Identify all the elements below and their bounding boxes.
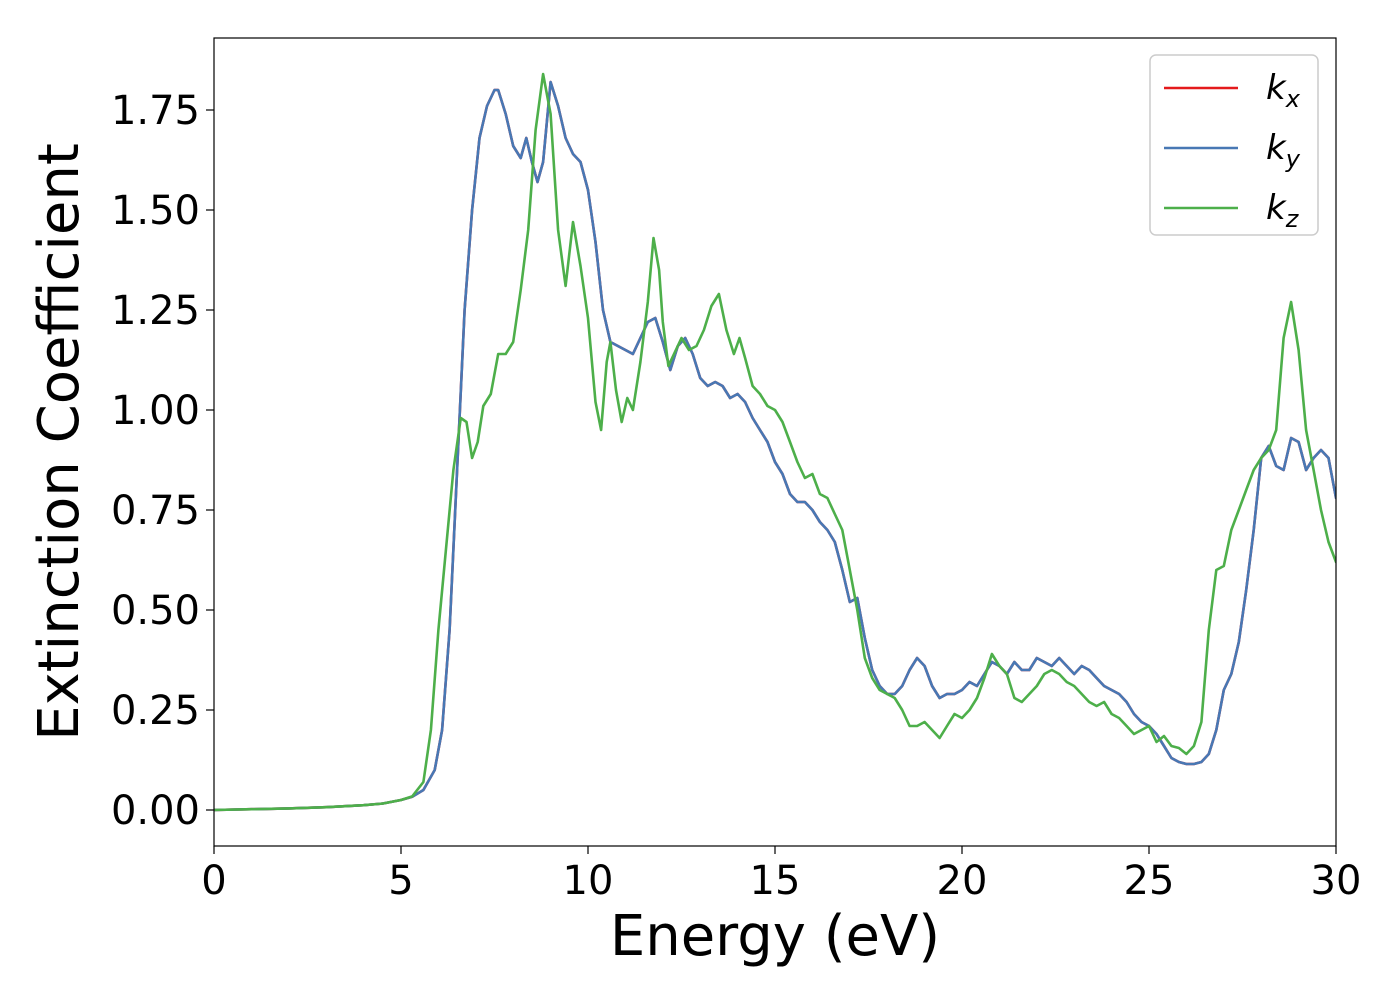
legend-label-base: k bbox=[1266, 188, 1287, 228]
x-tick-label: 10 bbox=[563, 858, 614, 904]
legend-label-subscript: z bbox=[1285, 205, 1300, 233]
series-line-z bbox=[214, 72, 1336, 812]
legend-label-y: ky bbox=[1266, 128, 1301, 173]
x-tick-label: 20 bbox=[937, 858, 988, 904]
y-tick-label: 1.75 bbox=[111, 88, 200, 134]
legend-label-base: k bbox=[1266, 68, 1287, 108]
y-axis: 0.00 0.25 0.50 0.75 1.00 1.25 1.50 1.75 bbox=[111, 88, 214, 834]
plot-background bbox=[214, 38, 1336, 846]
x-axis: 0 5 10 15 20 25 30 bbox=[201, 846, 1361, 904]
x-tick-label: 25 bbox=[1124, 858, 1175, 904]
y-tick-label: 1.00 bbox=[111, 388, 200, 434]
y-tick-label: 0.25 bbox=[111, 688, 200, 734]
y-tick-label: 0.50 bbox=[111, 588, 200, 634]
y-tick-label: 1.50 bbox=[111, 188, 200, 234]
x-axis-title: Energy (eV) bbox=[610, 904, 940, 969]
y-tick-label: 0.75 bbox=[111, 488, 200, 534]
legend-box bbox=[1149, 54, 1319, 236]
x-tick-label: 0 bbox=[201, 858, 226, 904]
legend-label-x: kx bbox=[1266, 68, 1301, 113]
legend-label-base: k bbox=[1266, 128, 1287, 168]
y-axis-title: Extinction Coefficient bbox=[27, 143, 92, 741]
series-line-y bbox=[214, 80, 1336, 812]
legend-label-z: kz bbox=[1266, 188, 1300, 233]
y-tick-label: 1.25 bbox=[111, 288, 200, 334]
y-tick-label: 0.00 bbox=[111, 788, 200, 834]
legend-label-subscript: y bbox=[1285, 145, 1301, 173]
x-tick-label: 15 bbox=[750, 858, 801, 904]
x-tick-label: 5 bbox=[388, 858, 413, 904]
series-layer bbox=[214, 72, 1336, 812]
legend-label-subscript: x bbox=[1285, 85, 1301, 113]
x-tick-label: 30 bbox=[1311, 858, 1362, 904]
